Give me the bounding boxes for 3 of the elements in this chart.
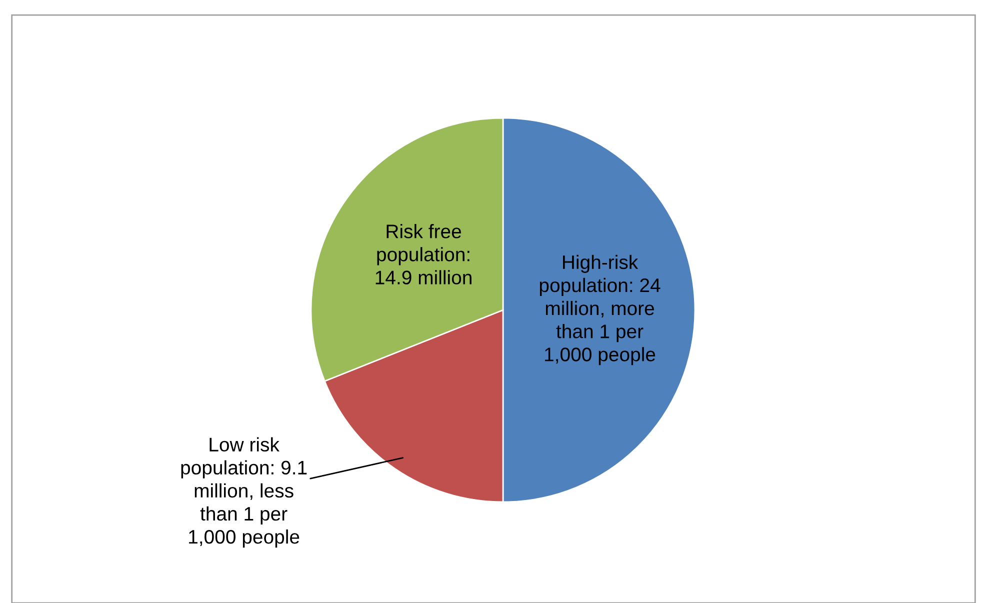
slice-label: Low risk population: 9.1 million, less than 1 per 1,000 people [181, 437, 307, 548]
slice-label: Risk free population: 14.9 million [376, 224, 472, 284]
slice-label: High-risk population: 24 million, more than 1 per 1,000 people [540, 254, 660, 366]
